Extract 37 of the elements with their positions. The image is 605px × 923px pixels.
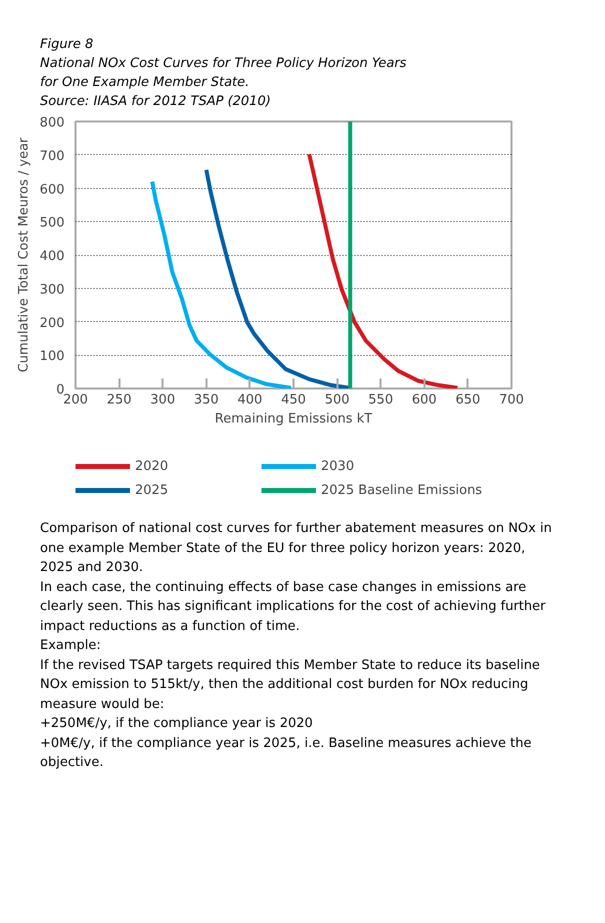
chart-title: Figure 8 bbox=[40, 37, 94, 52]
y-tick-label: 0 bbox=[56, 382, 65, 398]
x-tick-label: 400 bbox=[237, 392, 262, 408]
y-tick-label: 700 bbox=[40, 149, 65, 164]
legend-label: 2025 Baseline Emissions bbox=[321, 482, 482, 500]
x-tick-label: 650 bbox=[455, 392, 480, 408]
x-tick-label: 300 bbox=[150, 392, 176, 408]
legend-label: 2020 bbox=[135, 458, 170, 476]
x-tick-label: 600 bbox=[412, 392, 437, 408]
y-tick-label: 500 bbox=[40, 216, 65, 231]
y-tick-label: 400 bbox=[40, 249, 65, 264]
text: +0M€/y, if the compliance year is 2025, i.e. Baseline measures achieve the objective. bbox=[40, 734, 532, 772]
x-tick-label: 200 bbox=[63, 392, 88, 408]
y-tick-label: 200 bbox=[40, 316, 65, 332]
legend-label: 2025 bbox=[135, 482, 170, 500]
y-tick-label: 800 bbox=[40, 116, 65, 131]
x-axis-title: Remaining Emissions kT bbox=[214, 412, 372, 427]
legend-label: 2030 bbox=[321, 458, 356, 476]
x-tick-label: 700 bbox=[499, 392, 524, 408]
chart-subtitle: National NOx Cost Curves for Three Policy Horizon Years for One Example Member State. bbox=[40, 56, 406, 90]
y-axis-title: Cumulative Total Cost Meuros / year bbox=[16, 137, 32, 373]
line-series bbox=[150, 180, 293, 389]
x-tick-label: 550 bbox=[368, 392, 394, 408]
x-tick-label: 450 bbox=[281, 392, 306, 408]
y-tick-label: 600 bbox=[40, 182, 65, 198]
text: In each case, the continuing effects of base case changes in emissions are clearly seen. This has significant implications for the cost of achieving further impact reductions as a function of time. bbox=[40, 578, 546, 636]
text: If the revised TSAP targets required this Member State to reduce its baseline NOx emission to 515kt/y, then the additional cost burden for NOx reducing measure would be: bbox=[40, 656, 541, 714]
y-tick-label: 300 bbox=[40, 282, 65, 298]
x-tick-label: 500 bbox=[324, 392, 350, 408]
source-note: Source: IIASA for 2012 TSAP (2010) bbox=[40, 94, 271, 109]
text: Example: bbox=[40, 637, 102, 656]
x-tick-label: 350 bbox=[194, 392, 219, 408]
y-tick-label: 100 bbox=[40, 350, 65, 364]
text: +250M€/y, if the compliance year is 2020 bbox=[40, 715, 314, 734]
text: Comparison of national cost curves for further abatement measures on NOx in one example Member State of the EU for three policy horizon years: 2020, 2025 and 2030. bbox=[40, 520, 553, 578]
line-series bbox=[307, 152, 460, 389]
x-tick-label: 250 bbox=[106, 392, 132, 408]
